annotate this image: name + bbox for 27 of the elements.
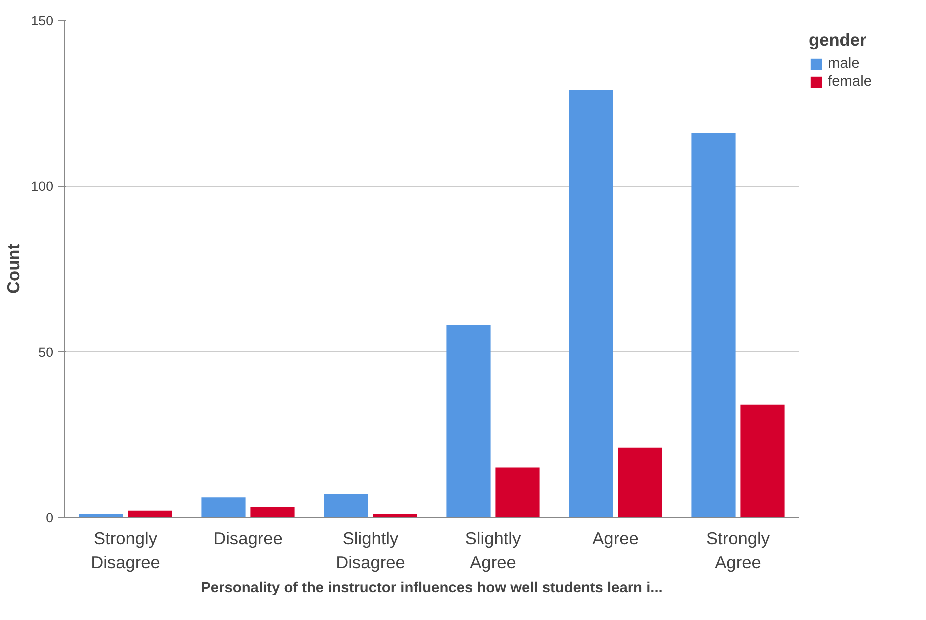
y-tick-label: 100	[31, 179, 54, 194]
legend-label: male	[828, 56, 860, 72]
bar	[324, 494, 368, 518]
bar	[740, 404, 785, 518]
legend-title: gender	[809, 30, 868, 51]
bar	[446, 325, 491, 518]
bar	[569, 90, 614, 518]
bar	[692, 133, 736, 518]
x-axis-title: Personality of the instructor influences how well students learn i...	[201, 580, 663, 596]
bar	[618, 448, 662, 518]
x-tick-label: Disagree	[214, 528, 283, 548]
x-tick-label: Strongly Disagree	[91, 528, 160, 572]
bar	[373, 514, 418, 518]
y-axis-title: Count	[3, 244, 24, 294]
y-tick-label: 50	[38, 344, 54, 360]
y-tick-label: 150	[31, 14, 54, 28]
bar	[202, 498, 246, 518]
legend-label: female	[828, 74, 872, 90]
x-tick-label: Agree	[592, 528, 639, 548]
bar	[128, 510, 172, 518]
bar	[496, 468, 540, 518]
x-tick-label: Strongly Agree	[706, 528, 770, 572]
y-tick-label: 0	[46, 510, 54, 526]
x-tick-label: Slightly Disagree	[336, 528, 406, 572]
x-tick-label: Slightly Agree	[465, 528, 522, 572]
bar	[79, 514, 124, 518]
bar	[250, 508, 295, 518]
